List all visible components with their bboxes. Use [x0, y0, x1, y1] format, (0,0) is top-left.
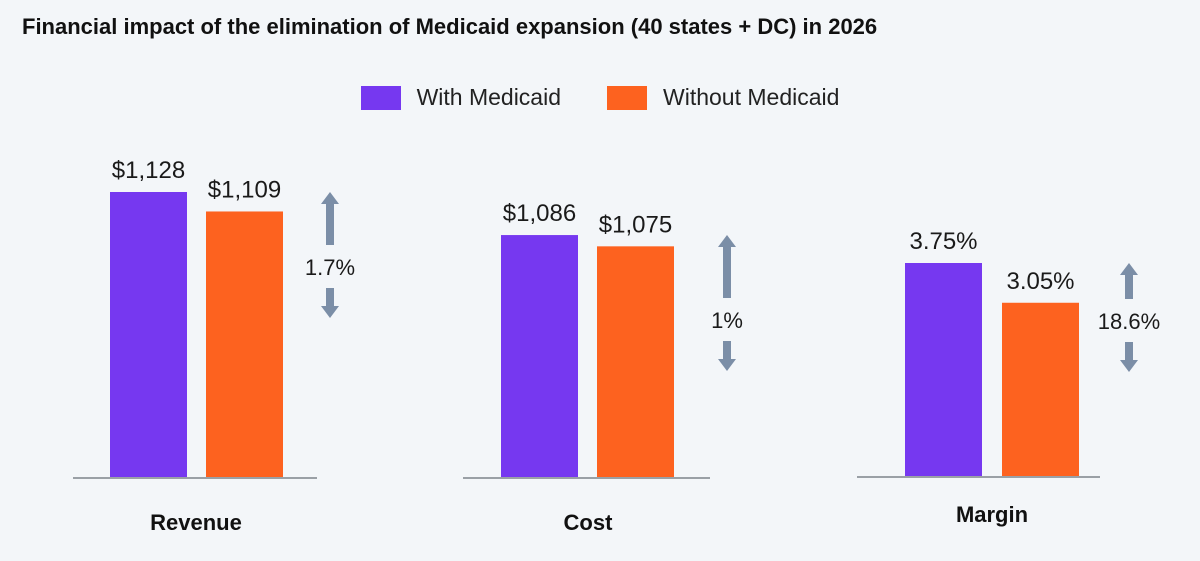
legend: With Medicaid Without Medicaid: [0, 84, 1200, 111]
category-label-revenue: Revenue: [150, 510, 242, 535]
data-label-margin-without-medicaid: 3.05%: [1006, 268, 1074, 295]
category-label-margin: Margin: [956, 502, 1028, 527]
bar-revenue-without-medicaid: [206, 211, 283, 477]
arrow-down-cost: [718, 341, 736, 371]
arrow-up-margin: [1120, 263, 1138, 299]
arrow-up-cost: [718, 235, 736, 298]
chart-title: Financial impact of the elimination of M…: [22, 14, 878, 39]
legend-label-without-medicaid: Without Medicaid: [663, 84, 840, 110]
legend-item-with-medicaid: With Medicaid: [360, 84, 561, 111]
bar-revenue-with-medicaid: [110, 192, 187, 477]
bar-cost-without-medicaid: [597, 246, 674, 477]
change-label-revenue: 1.7%: [305, 255, 355, 280]
bar-margin-without-medicaid: [1002, 302, 1079, 476]
arrow-down-margin: [1120, 342, 1138, 372]
data-label-cost-with-medicaid: $1,086: [503, 200, 576, 227]
bar-cost-with-medicaid: [501, 235, 578, 477]
bar-margin-with-medicaid: [905, 263, 982, 476]
legend-swatch-without-medicaid: [607, 85, 647, 110]
legend-label-with-medicaid: With Medicaid: [416, 84, 561, 110]
change-label-margin: 18.6%: [1098, 309, 1160, 334]
category-label-cost: Cost: [564, 510, 614, 535]
data-label-cost-without-medicaid: $1,075: [599, 211, 672, 238]
data-label-revenue-without-medicaid: $1,109: [208, 176, 281, 203]
legend-item-without-medicaid: Without Medicaid: [607, 84, 839, 111]
change-label-cost: 1%: [711, 308, 743, 333]
arrow-down-revenue: [321, 288, 339, 318]
legend-swatch-with-medicaid: [360, 85, 401, 110]
data-label-revenue-with-medicaid: $1,128: [112, 157, 185, 184]
data-label-margin-with-medicaid: 3.75%: [909, 228, 977, 255]
arrow-up-revenue: [321, 192, 339, 245]
